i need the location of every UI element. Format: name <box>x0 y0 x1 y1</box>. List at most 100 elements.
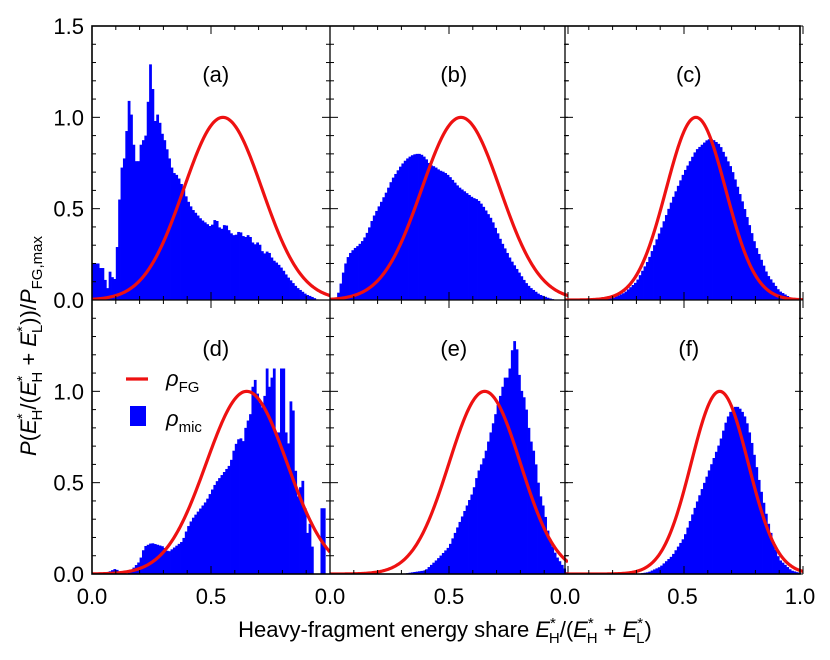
histogram-bar <box>308 295 312 300</box>
histogram-bar <box>619 294 623 300</box>
histogram-bar <box>774 549 778 574</box>
histogram-bar <box>177 178 181 300</box>
histogram-bar <box>489 217 493 300</box>
y-tick-label: 0.5 <box>53 197 84 222</box>
histogram-bar <box>541 295 545 300</box>
histogram-bar <box>253 244 257 300</box>
histogram-bar <box>413 154 417 300</box>
histogram-bar <box>522 397 526 574</box>
histogram-bar <box>208 494 212 574</box>
histogram-bar <box>149 64 152 300</box>
histogram-bar <box>387 187 390 300</box>
histogram-bar <box>232 235 236 300</box>
histogram-bar <box>389 182 393 300</box>
histogram-bar <box>556 557 559 574</box>
histogram-bar <box>624 291 628 300</box>
panel-b: (b) <box>329 25 569 301</box>
histogram-bar <box>306 532 309 574</box>
histogram-bar <box>272 368 276 574</box>
histogram-bar <box>270 377 274 574</box>
histogram-bar <box>451 179 455 300</box>
histogram-bar <box>724 156 728 300</box>
histogram-bar <box>296 288 300 300</box>
histogram-bar <box>234 443 238 574</box>
histogram-bar <box>256 393 259 574</box>
histogram-bar <box>479 203 483 300</box>
histogram-bar <box>396 170 400 300</box>
histogram-bar <box>427 163 431 300</box>
histogram-bar <box>437 558 440 574</box>
histogram-bar <box>636 279 640 300</box>
histogram-bar <box>470 494 474 574</box>
curve-rho-fg <box>330 115 568 300</box>
histogram-bar <box>422 156 426 300</box>
histogram-bar <box>729 411 732 574</box>
panel-label: (c) <box>676 62 702 87</box>
histogram-bar <box>750 442 754 574</box>
curve-rho-fg <box>92 115 330 300</box>
histogram-bar <box>717 445 721 574</box>
histogram-bar <box>539 496 543 574</box>
histogram-bar <box>451 538 455 574</box>
histogram-bar <box>460 189 464 300</box>
histogram-rho-mic <box>103 368 326 574</box>
histogram-bar <box>707 470 711 574</box>
histogram-rho-mic <box>401 341 568 574</box>
histogram-rho-mic <box>591 139 802 300</box>
histogram-bar <box>681 539 685 574</box>
histogram-bar <box>289 401 293 574</box>
histogram-bar <box>760 491 763 574</box>
histogram-bar <box>653 245 656 300</box>
histogram-bar <box>655 239 659 300</box>
histogram-bar <box>707 139 711 300</box>
histogram-bar <box>265 368 269 574</box>
histogram-bar <box>215 481 219 574</box>
histogram-bar <box>439 170 443 300</box>
histogram-bar <box>168 551 171 574</box>
histogram-bar <box>468 194 471 300</box>
histogram-bar <box>741 411 744 574</box>
histogram-bar <box>163 140 167 300</box>
histogram-bar <box>731 172 735 300</box>
histogram-bar <box>151 543 155 574</box>
histogram-bar <box>306 294 309 300</box>
histogram-bar <box>487 214 490 300</box>
histogram-bar <box>534 464 538 574</box>
histogram-bar <box>772 542 775 574</box>
histogram-bar <box>719 438 723 574</box>
histogram-bar <box>776 556 780 574</box>
histogram-bar <box>700 144 704 300</box>
histogram-bar <box>458 521 462 574</box>
histogram-bar <box>420 570 424 574</box>
histogram-bar <box>220 475 224 574</box>
histogram-bar <box>695 501 699 574</box>
histogram-bar <box>158 122 162 300</box>
histogram-bar <box>153 120 157 300</box>
histogram-bar <box>767 523 771 574</box>
histogram-bar <box>294 470 298 574</box>
histogram-bar <box>201 220 205 300</box>
histogram-bar <box>401 163 405 300</box>
histogram-bar <box>101 268 105 300</box>
histogram-bar <box>158 545 162 574</box>
panel-a: (a) <box>91 25 331 301</box>
histogram-bar <box>280 368 283 574</box>
histogram-bar <box>220 228 224 300</box>
legend-label: ρFG <box>165 366 199 396</box>
histogram-bar <box>184 196 188 300</box>
histogram-bar <box>691 156 694 300</box>
histogram-bar <box>239 438 243 574</box>
histogram-bar <box>399 166 402 300</box>
histogram-bar <box>196 215 200 300</box>
histogram-bar <box>368 227 371 300</box>
histogram-bar <box>144 135 148 300</box>
histogram-bar <box>672 196 675 300</box>
histogram-bar <box>724 422 728 574</box>
histogram-bar <box>479 464 483 574</box>
histogram-bar <box>163 547 167 574</box>
histogram-bar <box>714 451 718 574</box>
histogram-bar <box>484 450 488 574</box>
histogram-bar <box>249 236 252 300</box>
histogram-bar <box>717 143 721 300</box>
histogram-bar <box>537 482 540 574</box>
